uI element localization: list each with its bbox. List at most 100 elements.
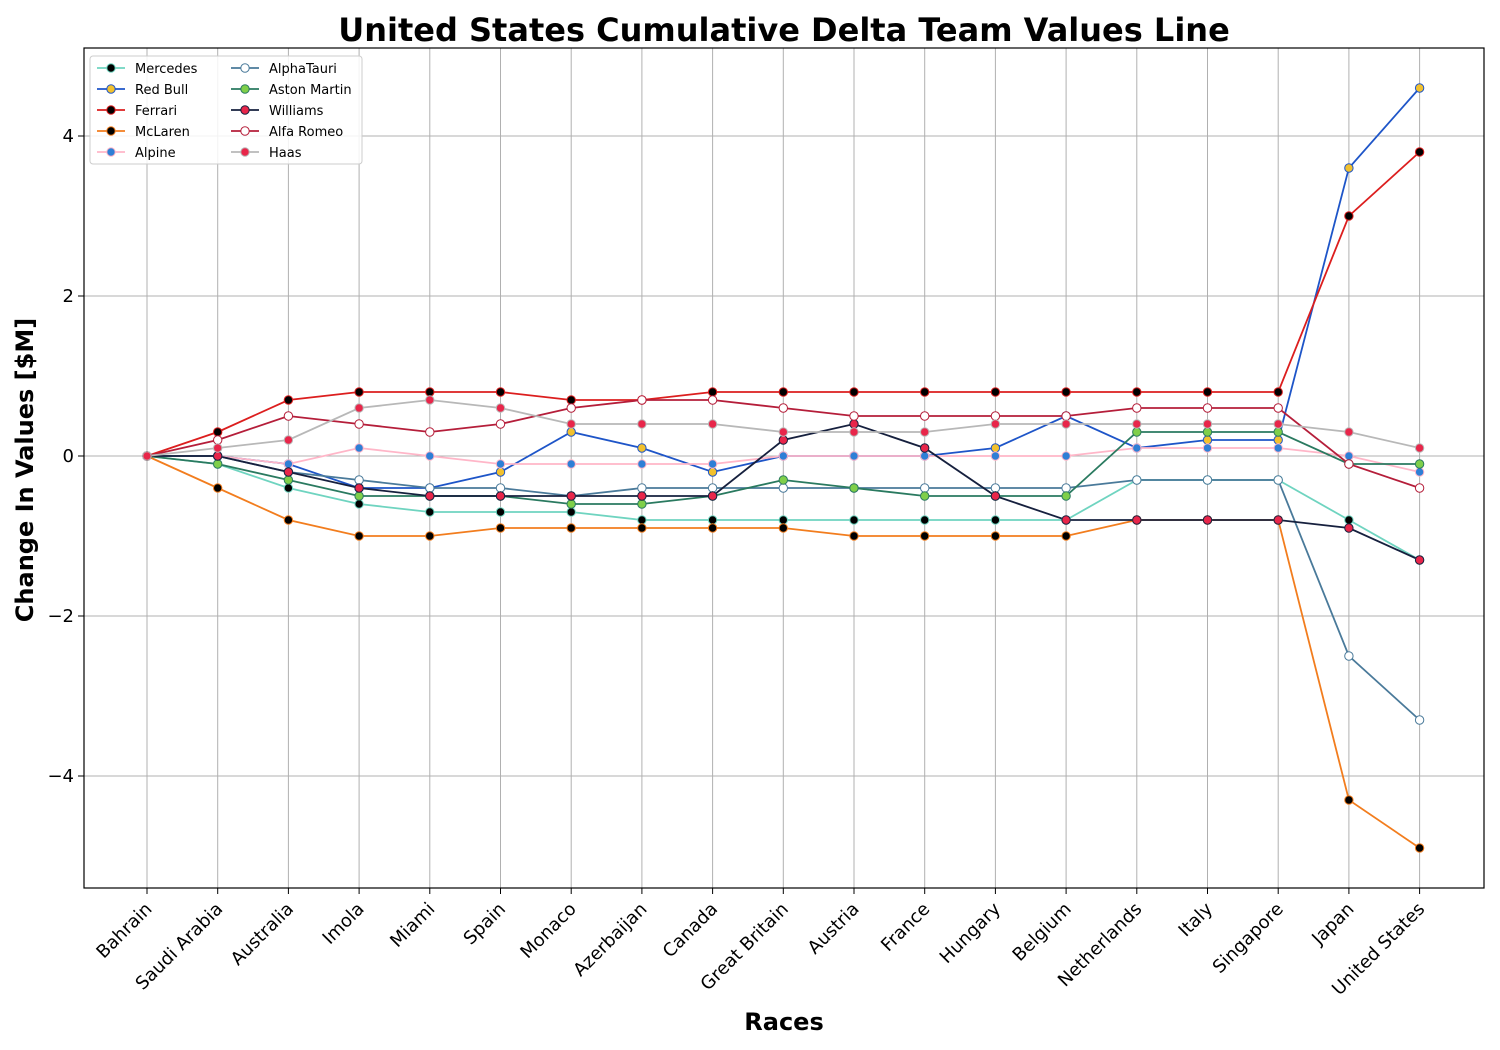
data-point (283, 467, 294, 477)
data-point (1344, 515, 1354, 525)
data-point (1132, 387, 1142, 397)
legend-label: Haas (269, 146, 302, 161)
x-axis-label: Races (744, 1008, 823, 1036)
legend-swatch-marker (240, 105, 250, 115)
x-tick-label: Belgium (1009, 899, 1076, 966)
data-point (849, 483, 859, 493)
data-point (1414, 483, 1425, 493)
legend-box (89, 55, 363, 165)
data-point (354, 419, 364, 429)
data-point (354, 483, 364, 493)
data-point (1202, 443, 1213, 453)
data-point (1202, 419, 1213, 429)
data-point (707, 515, 718, 525)
data-point (778, 403, 788, 413)
y-tick-label: −4 (47, 766, 74, 787)
data-point (990, 491, 1001, 501)
data-point (1273, 435, 1283, 445)
data-point (213, 427, 223, 437)
y-tick-labels: −4 −2 0 2 4 (47, 126, 84, 787)
data-point (425, 507, 435, 517)
data-point (990, 419, 1001, 429)
data-point (637, 419, 647, 429)
data-point (354, 387, 364, 397)
y-tick-label: 0 (63, 446, 74, 467)
data-point (1061, 515, 1071, 525)
data-point (1061, 491, 1071, 501)
data-point (213, 435, 223, 445)
data-point (425, 427, 435, 437)
data-point (1273, 475, 1283, 485)
data-point (1132, 403, 1142, 413)
data-point (1273, 515, 1283, 525)
data-point (1061, 419, 1071, 429)
data-point (283, 411, 294, 421)
data-point (283, 483, 294, 493)
data-point (354, 491, 364, 501)
legend-swatch-marker (106, 63, 116, 73)
y-axis-label: Change In Values [$M] (11, 318, 39, 622)
data-point (920, 427, 930, 437)
data-point (1202, 435, 1213, 445)
data-point (1132, 427, 1142, 437)
y-tick-label: 4 (63, 126, 74, 147)
data-point (425, 491, 435, 501)
data-point (425, 451, 435, 461)
data-point (707, 395, 718, 405)
data-point (920, 515, 930, 525)
data-point (213, 483, 223, 493)
legend-label: Ferrari (135, 104, 177, 119)
data-point (1344, 451, 1354, 461)
y-tick-label: 2 (63, 286, 74, 307)
data-point (425, 387, 435, 397)
data-point (778, 515, 788, 525)
data-point (707, 483, 718, 493)
legend-swatch-marker (106, 84, 116, 94)
data-point (1414, 555, 1425, 565)
plot-frame (83, 47, 1485, 889)
data-point (990, 531, 1001, 541)
data-point (495, 467, 506, 477)
legend: Mercedes Red Bull Ferrari McLaren Alpine Alph… (89, 55, 363, 165)
data-point (566, 395, 576, 405)
data-point (707, 523, 718, 533)
data-point (778, 451, 788, 461)
data-point (354, 531, 364, 541)
data-point (637, 499, 647, 509)
data-point (425, 395, 435, 405)
data-point (1202, 427, 1213, 437)
data-point (283, 395, 294, 405)
x-tick-label: Bahrain (92, 899, 156, 963)
data-point (990, 411, 1001, 421)
data-point (425, 531, 435, 541)
legend-label: AlphaTauri (269, 62, 337, 77)
x-tick-label: Miami (386, 899, 439, 952)
data-point (920, 443, 930, 453)
legend-label: Alpine (135, 146, 176, 161)
data-point (849, 531, 859, 541)
data-point (637, 523, 647, 533)
legend-label: Aston Martin (269, 83, 352, 98)
y-tick-label: −2 (47, 606, 74, 627)
data-point (1132, 419, 1142, 429)
data-point (1414, 467, 1425, 477)
data-point (566, 499, 576, 509)
data-point (990, 451, 1001, 461)
x-tick-label: Hungary (936, 898, 1005, 967)
data-point (566, 427, 576, 437)
x-tick-label: Monaco (516, 899, 580, 963)
x-tick-label: Azerbaijan (569, 899, 651, 981)
data-point (1414, 83, 1425, 93)
data-point (1132, 443, 1142, 453)
data-point (566, 459, 576, 469)
data-point (213, 443, 223, 453)
data-point (849, 419, 859, 429)
data-point (1273, 443, 1283, 453)
data-point (354, 443, 364, 453)
chart-title: United States Cumulative Delta Team Valu… (338, 11, 1230, 49)
data-point (920, 491, 930, 501)
data-point (1344, 651, 1354, 661)
data-point (495, 419, 506, 429)
data-point (566, 523, 576, 533)
data-point (495, 507, 506, 517)
